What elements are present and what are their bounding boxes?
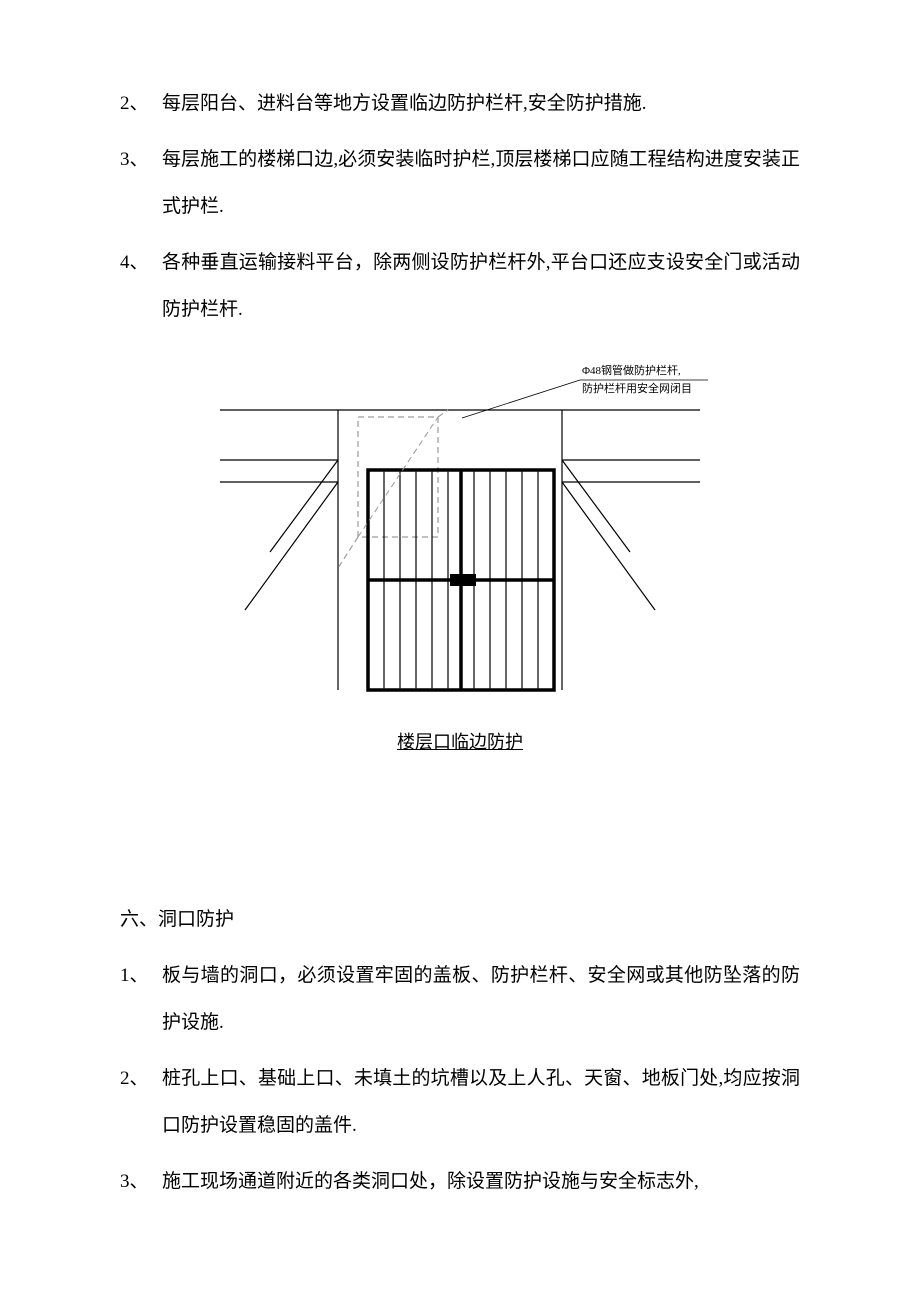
diagram-caption: 楼层口临边防护 <box>120 728 800 757</box>
annotation-text-2: 防护栏杆用安全网闭目 <box>582 381 692 395</box>
list-text: 施工现场通道附近的各类洞口处，除设置防护设施与安全标志外, <box>162 1158 800 1206</box>
list-number: 2、 <box>120 1055 162 1150</box>
list-number: 2、 <box>120 80 162 128</box>
list-number: 3、 <box>120 1158 162 1206</box>
list-item: 3、 施工现场通道附近的各类洞口处，除设置防护设施与安全标志外, <box>120 1158 800 1206</box>
list-number: 4、 <box>120 239 162 334</box>
diagram-wrapper: Φ48钢管做防护栏杆, 防护栏杆用安全网闭目 楼层口临边防护 <box>120 352 800 757</box>
list-item: 3、 每层施工的楼梯口边,必须安装临时护栏,顶层楼梯口应随工程结构进度安装正式护… <box>120 136 800 231</box>
list-number: 3、 <box>120 136 162 231</box>
list-text: 板与墙的洞口，必须设置牢固的盖板、防护栏杆、安全网或其他防坠落的防护设施. <box>162 952 800 1047</box>
list-text: 桩孔上口、基础上口、未填土的坑槽以及上人孔、天窗、地板门处,均应按洞口防护设置稳… <box>162 1055 800 1150</box>
list-item: 2、 桩孔上口、基础上口、未填土的坑槽以及上人孔、天窗、地板门处,均应按洞口防护… <box>120 1055 800 1150</box>
list-item: 1、 板与墙的洞口，必须设置牢固的盖板、防护栏杆、安全网或其他防坠落的防护设施. <box>120 952 800 1047</box>
list-text: 每层阳台、进料台等地方设置临边防护栏杆,安全防护措施. <box>162 80 800 128</box>
annotation-text-1: Φ48钢管做防护栏杆, <box>582 363 681 377</box>
section6-list: 1、 板与墙的洞口，必须设置牢固的盖板、防护栏杆、安全网或其他防坠落的防护设施.… <box>120 952 800 1206</box>
list-item: 4、 各种垂直运输接料平台，除两侧设防护栏杆外,平台口还应支设安全门或活动防护栏… <box>120 239 800 334</box>
floor-opening-protection-diagram: Φ48钢管做防护栏杆, 防护栏杆用安全网闭目 <box>210 352 710 722</box>
top-list: 2、 每层阳台、进料台等地方设置临边防护栏杆,安全防护措施. 3、 每层施工的楼… <box>120 80 800 334</box>
section-heading: 六、洞口防护 <box>120 896 800 944</box>
list-text: 各种垂直运输接料平台，除两侧设防护栏杆外,平台口还应支设安全门或活动防护栏杆. <box>162 239 800 334</box>
list-text: 每层施工的楼梯口边,必须安装临时护栏,顶层楼梯口应随工程结构进度安装正式护栏. <box>162 136 800 231</box>
list-item: 2、 每层阳台、进料台等地方设置临边防护栏杆,安全防护措施. <box>120 80 800 128</box>
list-number: 1、 <box>120 952 162 1047</box>
